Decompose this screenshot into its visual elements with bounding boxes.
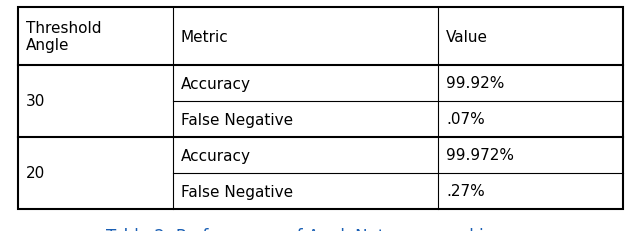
Text: .07%: .07% <box>446 112 484 127</box>
Text: 30: 30 <box>26 94 45 109</box>
Text: 99.972%: 99.972% <box>446 148 514 163</box>
Text: False Negative: False Negative <box>181 112 293 127</box>
Text: False Negative: False Negative <box>181 184 293 199</box>
Text: 99.92%: 99.92% <box>446 76 504 91</box>
Text: Value: Value <box>446 29 488 44</box>
Bar <box>18 8 623 209</box>
Text: Table 2: Performance of AngleNet on normal image.: Table 2: Performance of AngleNet on norm… <box>106 227 536 231</box>
Text: Accuracy: Accuracy <box>181 76 251 91</box>
Text: Accuracy: Accuracy <box>181 148 251 163</box>
Text: Metric: Metric <box>181 29 228 44</box>
Text: .27%: .27% <box>446 184 484 199</box>
Text: Threshold
Angle: Threshold Angle <box>26 21 102 53</box>
Text: 20: 20 <box>26 166 45 181</box>
